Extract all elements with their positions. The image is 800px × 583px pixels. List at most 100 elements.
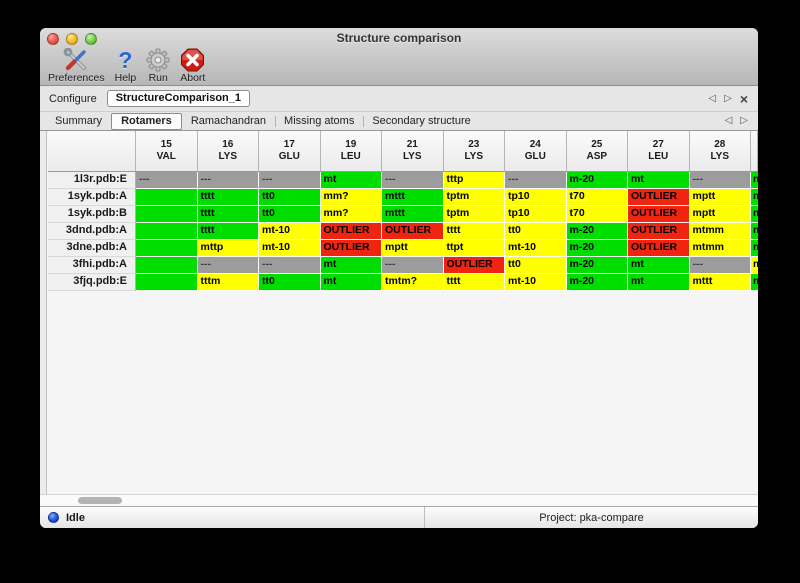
column-header-16[interactable]: 16 LYS <box>198 131 259 171</box>
toolbar-run-button[interactable]: Run <box>146 48 170 84</box>
table-cell[interactable]: mt-10 <box>505 240 567 257</box>
table-cell[interactable]: mtmm <box>689 223 751 240</box>
table-cell[interactable]: tttt <box>197 206 259 223</box>
table-cell[interactable]: --- <box>689 257 751 274</box>
table-cell[interactable]: --- <box>505 172 567 189</box>
table-cell[interactable]: tttt <box>197 223 259 240</box>
table-cell[interactable]: mt-10 <box>259 223 321 240</box>
toolbar-help-button[interactable]: ? Help <box>115 48 137 84</box>
table-cell-partial[interactable]: m <box>751 274 758 291</box>
config-prev-icon[interactable]: ◁ <box>708 92 717 104</box>
table-cell[interactable]: mttp <box>197 240 259 257</box>
table-cell[interactable]: mttt <box>382 189 444 206</box>
table-cell[interactable]: tmtm? <box>382 274 444 291</box>
table-cell[interactable]: tt0 <box>505 223 567 240</box>
table-cell[interactable]: OUTLIER <box>628 206 690 223</box>
column-header-28[interactable]: 28 LYS <box>690 131 751 171</box>
table-cell-partial[interactable]: m <box>751 189 758 206</box>
table-cell[interactable]: t70 <box>566 189 628 206</box>
table-cell[interactable]: m-20 <box>566 223 628 240</box>
table-cell[interactable]: mttt <box>382 206 444 223</box>
column-header-15[interactable]: 15 VAL <box>136 131 198 171</box>
table-cell[interactable]: tt0 <box>259 274 321 291</box>
row-label[interactable]: 3dne.pdb:A <box>48 240 136 257</box>
tab-summary[interactable]: Summary <box>55 114 103 127</box>
table-cell-partial[interactable]: m <box>751 223 758 240</box>
table-cell[interactable]: OUTLIER <box>443 257 505 274</box>
table-cell[interactable]: OUTLIER <box>628 223 690 240</box>
table-cell[interactable]: --- <box>382 257 444 274</box>
column-header-23[interactable]: 23 LYS <box>444 131 505 171</box>
table-cell[interactable]: tttt <box>197 189 259 206</box>
table-cell[interactable]: mm? <box>320 206 382 223</box>
table-cell[interactable] <box>136 274 198 291</box>
table-cell[interactable]: m-20 <box>566 274 628 291</box>
tab-secondary-structure[interactable]: Secondary structure <box>363 114 479 129</box>
row-label[interactable]: 3dnd.pdb:A <box>48 223 136 240</box>
table-cell[interactable]: tptm <box>443 206 505 223</box>
table-cell[interactable] <box>136 223 198 240</box>
row-label[interactable]: 3fjq.pdb:E <box>48 274 136 291</box>
column-header-19[interactable]: 19 LEU <box>321 131 382 171</box>
configuration-selector[interactable]: StructureComparison_1 <box>106 90 251 107</box>
table-cell[interactable] <box>136 189 198 206</box>
table-cell-partial[interactable]: m <box>751 257 758 274</box>
table-cell[interactable]: mtmm <box>689 240 751 257</box>
table-cell[interactable]: mt <box>320 257 382 274</box>
table-cell[interactable]: tp10 <box>505 189 567 206</box>
table-cell[interactable]: tt0 <box>259 189 321 206</box>
table-cell[interactable] <box>136 257 198 274</box>
table-cell[interactable]: tttm <box>197 274 259 291</box>
table-cell[interactable]: tptm <box>443 189 505 206</box>
table-cell-partial[interactable]: m <box>751 206 758 223</box>
zoom-window-button[interactable] <box>85 33 97 45</box>
tabs-next-icon[interactable]: ▷ <box>740 115 748 126</box>
table-cell[interactable]: --- <box>197 172 259 189</box>
table-cell-partial[interactable]: m <box>751 240 758 257</box>
table-cell[interactable]: mt-10 <box>259 240 321 257</box>
table-cell[interactable]: --- <box>382 172 444 189</box>
table-cell[interactable]: mm? <box>320 189 382 206</box>
config-next-icon[interactable]: ▷ <box>724 92 732 104</box>
tab-rotamers[interactable]: Rotamers <box>111 112 182 130</box>
table-cell[interactable]: mt <box>628 274 690 291</box>
table-cell[interactable] <box>136 240 198 257</box>
tabs-prev-icon[interactable]: ◁ <box>724 115 733 126</box>
tab-ramachandran[interactable]: Ramachandran <box>190 114 267 127</box>
table-cell[interactable]: OUTLIER <box>382 223 444 240</box>
row-label[interactable]: 3fhi.pdb:A <box>48 257 136 274</box>
table-cell[interactable]: mt <box>320 274 382 291</box>
row-label[interactable]: 1syk.pdb:B <box>48 206 136 223</box>
row-label[interactable]: 1l3r.pdb:E <box>48 172 136 189</box>
table-cell-partial[interactable]: m <box>751 172 758 189</box>
table-cell[interactable]: t70 <box>566 206 628 223</box>
table-cell[interactable]: mptt <box>382 240 444 257</box>
toolbar-preferences-button[interactable]: Preferences <box>48 48 105 84</box>
table-cell[interactable]: OUTLIER <box>628 189 690 206</box>
column-header-17[interactable]: 17 GLU <box>259 131 321 171</box>
toolbar-abort-button[interactable]: Abort <box>180 48 205 84</box>
column-header-21[interactable]: 21 LYS <box>382 131 444 171</box>
table-cell[interactable]: OUTLIER <box>628 240 690 257</box>
tab-missing-atoms[interactable]: Missing atoms <box>275 114 363 129</box>
table-cell[interactable]: m-20 <box>566 172 628 189</box>
table-cell[interactable]: mttt <box>689 274 751 291</box>
table-cell[interactable]: OUTLIER <box>320 223 382 240</box>
table-cell[interactable]: mt <box>628 257 690 274</box>
horizontal-scrollbar-thumb[interactable] <box>78 497 122 504</box>
table-cell[interactable]: OUTLIER <box>320 240 382 257</box>
column-header-24[interactable]: 24 GLU <box>505 131 567 171</box>
table-cell[interactable]: --- <box>197 257 259 274</box>
table-cell[interactable]: mt-10 <box>505 274 567 291</box>
table-cell[interactable]: --- <box>136 172 198 189</box>
table-cell[interactable]: --- <box>689 172 751 189</box>
close-window-button[interactable] <box>47 33 59 45</box>
table-cell[interactable]: mptt <box>689 189 751 206</box>
table-cell[interactable]: tt0 <box>505 257 567 274</box>
row-label[interactable]: 1syk.pdb:A <box>48 189 136 206</box>
table-cell[interactable]: ttpt <box>443 240 505 257</box>
horizontal-scrollbar[interactable] <box>40 494 758 506</box>
table-cell[interactable]: mt <box>320 172 382 189</box>
column-header-25[interactable]: 25 ASP <box>567 131 628 171</box>
table-cell[interactable]: tttp <box>443 172 505 189</box>
